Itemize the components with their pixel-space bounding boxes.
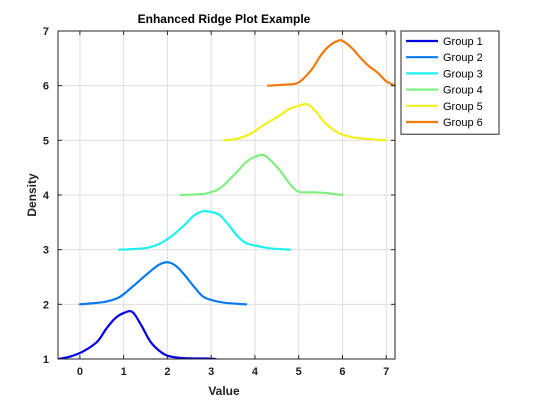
series-line-group-3 (118, 210, 292, 251)
legend-label-group-3: Group 3 (443, 68, 483, 80)
y-tick-label: 4 (43, 190, 50, 202)
x-tick-label: 0 (77, 366, 83, 378)
legend-label-group-1: Group 1 (443, 36, 483, 48)
x-tick-label: 7 (383, 366, 389, 378)
series-line-group-6 (266, 39, 395, 87)
series-line-group-1 (58, 310, 217, 359)
legend: Group 1 Group 2 Group 3 Group 4 Group 5 Group… (400, 30, 500, 135)
x-tick-label: 4 (252, 366, 259, 378)
chart-title: Enhanced Ridge Plot Example (138, 12, 311, 26)
series-layer (58, 39, 395, 359)
legend-label-group-4: Group 4 (443, 85, 483, 97)
y-axis-label: Density (25, 173, 39, 217)
legend-label-group-5: Group 5 (443, 101, 483, 113)
y-axis-ticks: 1 2 3 4 5 6 7 (43, 26, 395, 366)
legend-label-group-6: Group 6 (443, 117, 483, 129)
legend-label-group-2: Group 2 (443, 52, 483, 64)
grid-lines (58, 30, 395, 360)
y-tick-label: 3 (43, 245, 49, 257)
y-tick-label: 2 (43, 299, 49, 311)
y-tick-label: 6 (43, 81, 49, 93)
legend-box (400, 30, 500, 135)
x-tick-label: 6 (339, 366, 345, 378)
x-tick-label: 2 (164, 366, 170, 378)
x-tick-label: 3 (208, 366, 214, 378)
x-axis-ticks: 0 1 2 3 4 5 6 7 (77, 31, 389, 378)
y-tick-label: 1 (43, 354, 49, 366)
y-tick-label: 5 (43, 135, 49, 147)
series-line-group-4 (179, 153, 344, 197)
x-axis-label: Value (208, 384, 240, 398)
y-tick-label: 7 (43, 26, 49, 38)
series-line-group-2 (78, 261, 248, 306)
x-tick-label: 5 (296, 366, 302, 378)
x-tick-label: 1 (121, 366, 127, 378)
series-line-group-5 (223, 102, 388, 142)
